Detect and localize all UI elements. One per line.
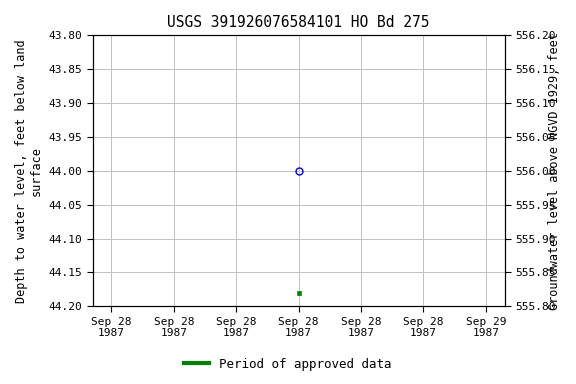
Title: USGS 391926076584101 HO Bd 275: USGS 391926076584101 HO Bd 275 bbox=[168, 15, 430, 30]
Y-axis label: Groundwater level above NGVD 1929, feet: Groundwater level above NGVD 1929, feet bbox=[548, 32, 561, 310]
Legend: Period of approved data: Period of approved data bbox=[179, 353, 397, 376]
Y-axis label: Depth to water level, feet below land
surface: Depth to water level, feet below land su… bbox=[15, 39, 43, 303]
